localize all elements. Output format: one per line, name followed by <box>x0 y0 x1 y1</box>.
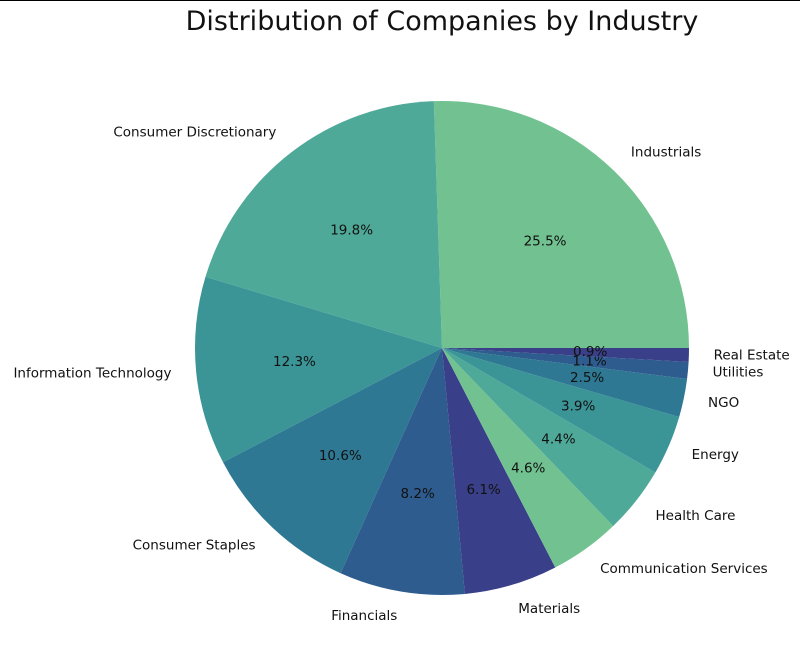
slice-percent-consumer-staples: 10.6% <box>319 448 362 464</box>
slice-label-real-estate: Real Estate <box>714 348 790 364</box>
slice-percent-utilities: 1.1% <box>572 353 606 369</box>
slice-label-consumer-staples: Consumer Staples <box>133 538 256 554</box>
chart-title: Distribution of Companies by Industry <box>185 6 699 37</box>
slice-percent-consumer-discretionary: 19.8% <box>330 223 373 239</box>
pie-slice-industrials <box>433 100 689 348</box>
slice-label-consumer-discretionary: Consumer Discretionary <box>113 125 276 141</box>
slice-label-energy: Energy <box>692 447 739 463</box>
slice-label-materials: Materials <box>518 601 580 617</box>
slice-label-industrials: Industrials <box>631 145 701 161</box>
slice-percent-health-care: 4.4% <box>541 432 575 448</box>
slice-label-health-care: Health Care <box>656 508 736 524</box>
pie-slice-information-technology <box>195 276 442 463</box>
figure-top-border <box>0 0 800 1</box>
slice-percent-communication-services: 4.6% <box>511 461 545 477</box>
slice-label-information-technology: Information Technology <box>13 366 171 382</box>
slice-percent-industrials: 25.5% <box>524 233 567 249</box>
pie-slice-consumer-discretionary <box>205 101 442 348</box>
pie-slice-consumer-staples <box>223 348 442 574</box>
slice-percent-real-estate: 0.9% <box>573 344 607 360</box>
slice-label-communication-services: Communication Services <box>600 561 768 577</box>
pie-slice-real-estate <box>442 348 689 362</box>
pie-slice-utilities <box>442 348 689 379</box>
slice-percent-financials: 8.2% <box>400 486 434 502</box>
pie-slice-communication-services <box>442 348 614 568</box>
slice-percent-ngo: 2.5% <box>570 370 604 386</box>
pie-slice-financials <box>340 348 465 595</box>
slice-label-utilities: Utilities <box>713 365 764 381</box>
slice-percent-energy: 3.9% <box>561 398 595 414</box>
slice-label-financials: Financials <box>331 608 397 624</box>
pie-slice-materials <box>442 348 556 594</box>
pie-slice-ngo <box>442 348 688 417</box>
slice-percent-materials: 6.1% <box>466 482 500 498</box>
pie-slice-health-care <box>442 348 656 527</box>
slice-label-ngo: NGO <box>708 395 739 411</box>
pie-slice-energy <box>442 348 680 473</box>
slice-percent-information-technology: 12.3% <box>273 354 316 370</box>
